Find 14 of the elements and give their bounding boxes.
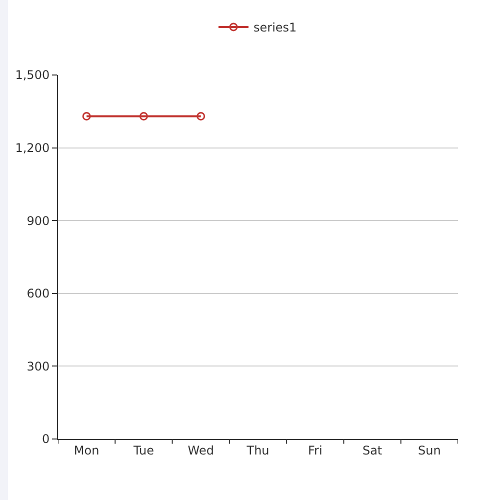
y-tick-label: 1,500 [15, 68, 50, 82]
y-tick-label: 900 [26, 214, 50, 228]
x-tick-label: Sat [362, 443, 382, 458]
x-tick-label: Wed [188, 443, 214, 458]
x-tick-label: Mon [74, 443, 100, 458]
x-tick-label: Tue [132, 443, 154, 458]
y-tick-label: 0 [42, 432, 50, 446]
y-tick-label: 300 [26, 359, 50, 374]
x-tick-label: Fri [308, 443, 322, 458]
x-tick-label: Thu [246, 443, 270, 458]
legend-label: series1 [254, 20, 297, 35]
y-tick-label: 600 [26, 286, 50, 301]
x-tick-label: Sun [418, 443, 441, 458]
y-tick-label: 1,200 [15, 141, 50, 155]
